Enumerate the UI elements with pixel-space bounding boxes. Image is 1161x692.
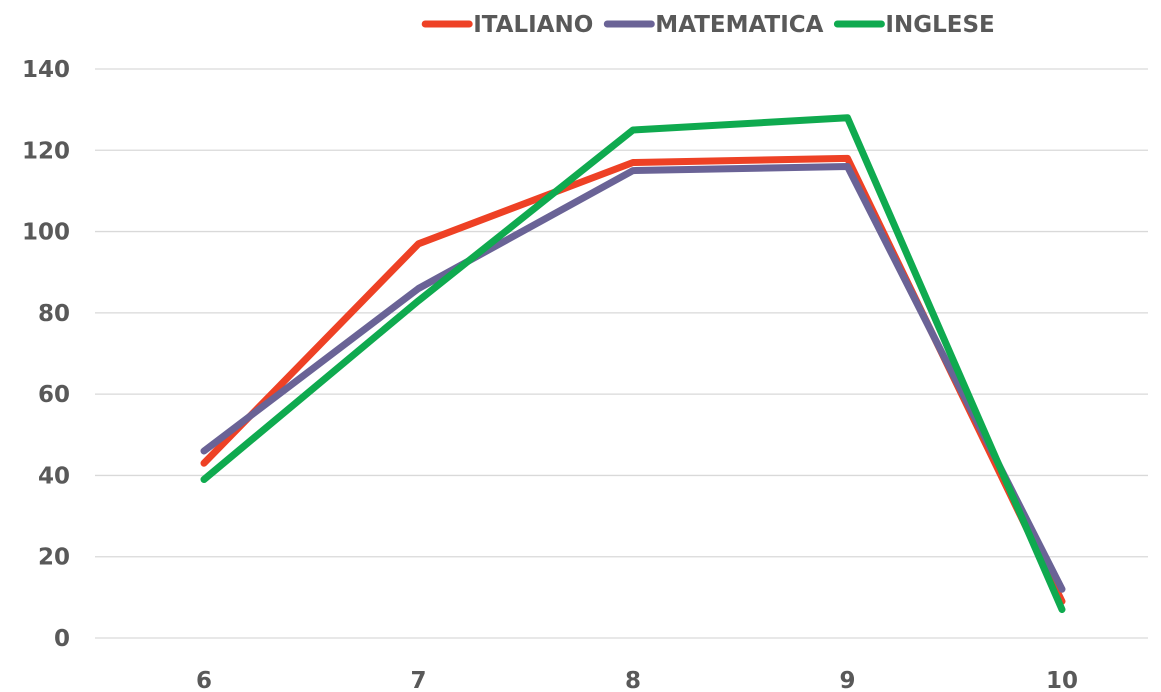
y-tick-label: 80 [38, 301, 70, 327]
x-tick-label: 10 [1046, 668, 1078, 692]
series-line-italiano [200, 154, 1066, 605]
legend-label: INGLESE [885, 12, 994, 38]
y-tick-label: 40 [38, 463, 70, 489]
gridlines [95, 68, 1148, 639]
y-tick-label: 0 [54, 626, 70, 652]
legend: ITALIANO MATEMATICA INGLESE [421, 12, 995, 38]
legend-item: MATEMATICA [603, 12, 824, 38]
legend-item: INGLESE [833, 12, 995, 38]
y-tick-label: 20 [38, 545, 70, 571]
y-tick-label: 120 [22, 138, 70, 164]
y-tick-label: 60 [38, 382, 70, 408]
legend-label: MATEMATICA [655, 12, 823, 38]
x-tick-label: 8 [625, 668, 641, 692]
x-tick-label: 6 [196, 668, 212, 692]
series-lines [200, 114, 1066, 613]
x-tick-label: 7 [410, 668, 426, 692]
y-axis-ticks: 0 20 40 60 80 100 120 140 [22, 57, 70, 652]
x-tick-label: 9 [839, 668, 855, 692]
y-tick-label: 100 [22, 220, 70, 246]
y-tick-label: 140 [22, 57, 70, 83]
legend-item: ITALIANO [421, 12, 593, 38]
x-axis-ticks: 6 7 8 9 10 [196, 668, 1078, 692]
legend-label: ITALIANO [473, 12, 593, 38]
series-line-matematica [200, 163, 1066, 593]
series-line-inglese [200, 114, 1066, 613]
